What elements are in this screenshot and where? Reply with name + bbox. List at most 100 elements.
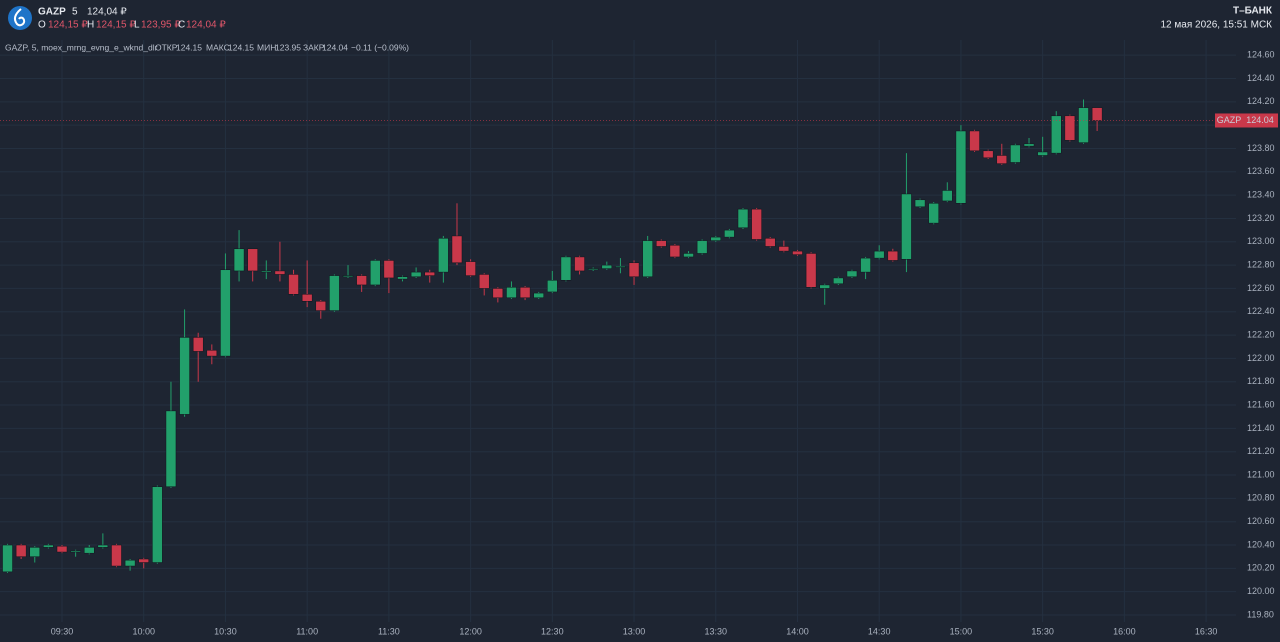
ohlc-key: H <box>87 20 94 31</box>
y-tick-label: 119.80 <box>1247 609 1274 619</box>
candle-body <box>97 544 109 548</box>
candle-body <box>519 287 531 299</box>
x-tick-label: 16:30 <box>1195 626 1218 636</box>
ohlc-key: L <box>134 20 140 31</box>
candle-body <box>710 236 722 241</box>
candle-body <box>792 250 803 255</box>
legend-key: ОТКР <box>155 42 178 52</box>
candle-body <box>233 248 245 272</box>
legend-key: МАКС <box>206 42 230 52</box>
y-tick-label: 123.40 <box>1247 189 1275 199</box>
legend-value: 123.95 <box>275 42 301 52</box>
candle-body <box>43 544 54 548</box>
candle-body <box>942 190 953 202</box>
x-tick-label: 15:30 <box>1031 626 1054 636</box>
x-tick-label: 15:00 <box>950 626 973 636</box>
candle-body <box>683 253 694 258</box>
candle-body <box>15 544 27 557</box>
ohlc-key: O <box>38 20 46 31</box>
y-tick-label: 121.40 <box>1247 423 1275 433</box>
candle-body <box>778 246 790 252</box>
y-tick-label: 124.40 <box>1247 73 1275 83</box>
candle-body <box>315 301 327 311</box>
y-tick-label: 123.00 <box>1247 236 1275 246</box>
y-tick-label: 121.20 <box>1247 446 1275 456</box>
legend-value: 124.15 <box>176 42 202 52</box>
legend-value: 124.15 <box>228 42 254 52</box>
candle-body <box>873 250 885 259</box>
last-price-tag <box>1243 113 1278 128</box>
candle-body <box>111 544 122 567</box>
candle-body <box>206 349 218 357</box>
candle-body <box>2 544 13 573</box>
legend-change: −0.11 (−0.09%) <box>351 42 409 52</box>
candle-body <box>451 235 463 264</box>
candle-body <box>533 292 544 299</box>
y-tick-label: 120.60 <box>1247 516 1275 526</box>
ohlc-value: 124,15 ₽ <box>96 20 136 31</box>
candle-body <box>574 256 585 272</box>
x-tick-label: 10:30 <box>214 626 237 636</box>
candle-body <box>969 130 980 152</box>
legend-name: GAZP, 5, moex_mrng_evng_e_wknd_dlr <box>5 42 158 52</box>
y-tick-label: 123.20 <box>1247 213 1275 223</box>
candle-body <box>492 288 504 299</box>
y-tick-label: 120.40 <box>1247 539 1275 549</box>
candle-body <box>342 275 354 278</box>
ohlc-value: 124,04 ₽ <box>186 20 226 31</box>
y-tick-label: 123.80 <box>1247 143 1275 153</box>
y-tick-label: 124.20 <box>1247 96 1275 106</box>
legend-key: МИН <box>257 42 276 52</box>
candle-body <box>656 240 667 247</box>
x-tick-label: 14:30 <box>868 626 891 636</box>
candle-body <box>601 264 613 269</box>
candle-body <box>955 130 967 204</box>
y-tick-label: 120.20 <box>1247 563 1275 573</box>
candle-body <box>1091 107 1103 121</box>
x-tick-label: 10:00 <box>132 626 155 636</box>
candle-body <box>288 274 299 295</box>
candle-body <box>165 410 177 487</box>
candle-body <box>410 271 422 278</box>
ohlc-value: 123,95 ₽ <box>141 20 181 31</box>
candle-body <box>819 284 830 289</box>
x-tick-label: 16:00 <box>1113 626 1136 636</box>
candle-body <box>1051 115 1062 154</box>
candle-body <box>996 155 1008 164</box>
candle-body <box>887 250 899 261</box>
ohlc-key: C <box>178 20 185 31</box>
candle-body <box>83 547 95 554</box>
legend-value: 124.04 <box>322 42 348 52</box>
candle-body <box>29 547 41 557</box>
candle-body <box>506 287 517 299</box>
x-tick-label: 14:00 <box>786 626 809 636</box>
candle-body <box>560 256 572 281</box>
candle-body <box>397 276 408 280</box>
candle-body <box>247 248 258 272</box>
candle-body <box>179 337 190 415</box>
last-price-value: 124.04 <box>1246 115 1274 125</box>
y-tick-label: 123.60 <box>1247 166 1275 176</box>
candle-body <box>383 260 395 279</box>
last-price-name: GAZP <box>1217 115 1242 125</box>
candle-body <box>833 277 844 285</box>
candle-body <box>56 545 68 553</box>
y-tick-label: 120.00 <box>1247 586 1275 596</box>
candle-body <box>1078 107 1089 143</box>
candles <box>2 99 1103 574</box>
candle-body <box>301 294 313 302</box>
candle-body <box>1037 151 1048 156</box>
interval: 5 <box>72 7 78 18</box>
price: 124,04 ₽ <box>87 7 127 18</box>
ohlc-value: 124,15 ₽ <box>48 20 88 31</box>
brand: Т–БАНК <box>1233 6 1273 17</box>
candle-body <box>615 266 626 268</box>
candle-body <box>587 268 599 271</box>
candle-body <box>846 270 858 278</box>
y-tick-label: 122.00 <box>1247 353 1275 363</box>
candle-body <box>261 270 272 273</box>
candle-body <box>274 270 286 275</box>
y-tick-label: 120.80 <box>1247 493 1275 503</box>
